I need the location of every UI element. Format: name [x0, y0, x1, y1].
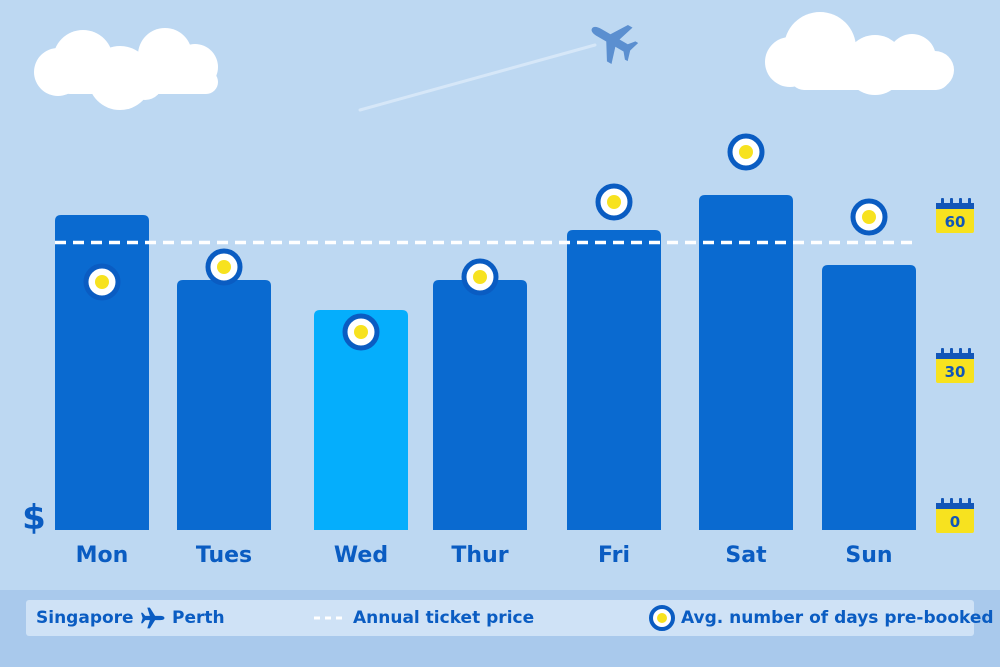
calendar-icon	[936, 498, 974, 533]
right-axis-tick-30: 30	[945, 363, 966, 381]
bar-mon	[55, 215, 149, 530]
legend-origin: Singapore	[36, 608, 134, 628]
marker-fri	[595, 183, 633, 221]
category-labels-layer: Mon Tues Wed Thur Fri Sat Sun	[76, 543, 893, 568]
contrail	[358, 43, 597, 112]
bar-tues	[177, 280, 271, 530]
chart-canvas: $ Mon Tues Wed Thur Fri Sat Sun 0 30 60	[22, 12, 974, 568]
bars-layer	[55, 195, 916, 530]
airplane-icon	[140, 600, 166, 636]
category-label-fri: Fri	[598, 543, 630, 568]
legend-line-label: Annual ticket price	[353, 608, 535, 628]
category-label-tues: Tues	[196, 543, 252, 568]
category-label-mon: Mon	[76, 543, 129, 568]
cloud-icon	[765, 12, 954, 95]
bar-sun	[822, 265, 916, 530]
bar-fri	[567, 230, 661, 530]
bar-sat	[699, 195, 793, 530]
category-label-wed: Wed	[334, 543, 388, 568]
airplane-icon	[591, 24, 639, 64]
calendar-icon	[936, 348, 974, 383]
marker-mon	[83, 263, 121, 301]
right-axis-layer: 0 30 60	[936, 198, 974, 533]
bar-thur	[433, 280, 527, 530]
marker-swatch-icon	[649, 600, 675, 636]
legend: Singapore Perth Annual ticket price Avg.…	[26, 600, 994, 636]
calendar-icon	[936, 198, 974, 233]
category-label-thur: Thur	[451, 543, 508, 568]
markers-layer	[83, 133, 888, 351]
category-label-sun: Sun	[845, 543, 892, 568]
marker-sun	[850, 198, 888, 236]
right-axis-tick-60: 60	[945, 213, 966, 231]
legend-destination: Perth	[172, 608, 225, 628]
marker-thur	[461, 258, 499, 296]
marker-tues	[205, 248, 243, 286]
category-label-sat: Sat	[725, 543, 767, 568]
currency-axis-label: $	[22, 498, 46, 538]
cloud-icon	[34, 28, 218, 110]
marker-wed	[342, 313, 380, 351]
legend-marker-label: Avg. number of days pre-booked	[681, 608, 994, 628]
bar-wed	[314, 310, 408, 530]
dashed-line-swatch	[312, 600, 346, 636]
right-axis-tick-0: 0	[950, 513, 960, 531]
marker-sat	[727, 133, 765, 171]
